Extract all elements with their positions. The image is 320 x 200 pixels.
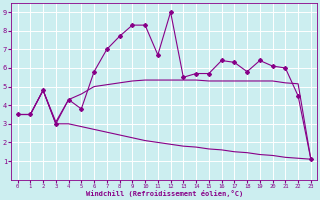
X-axis label: Windchill (Refroidissement éolien,°C): Windchill (Refroidissement éolien,°C) [85,190,243,197]
